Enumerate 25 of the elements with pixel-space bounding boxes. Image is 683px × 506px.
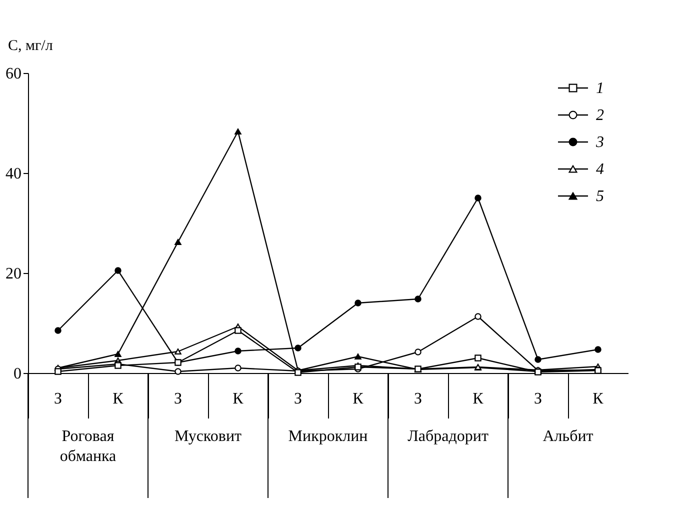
text: Мусковит [174, 428, 242, 445]
x-tick-label: З [414, 390, 422, 408]
text: Альбит [542, 428, 594, 445]
x-tick-label: З [534, 390, 542, 408]
y-axis-title: C, мг/л [8, 38, 54, 54]
x-tick-label: З [294, 390, 302, 408]
legend-label: 3 [595, 134, 604, 151]
legend-label: 2 [596, 107, 604, 124]
x-tick-label: З [174, 390, 182, 408]
text: Роговая обманка [60, 428, 116, 465]
text: Микроклин [288, 428, 368, 445]
y-tick-label: 60 [6, 66, 22, 82]
x-tick-label: К [592, 390, 604, 408]
x-tick-label: К [352, 390, 364, 408]
text: Лабрадорит [408, 428, 488, 445]
y-tick-label: 20 [6, 266, 22, 282]
x-tick-label: К [472, 390, 484, 408]
x-tick-label: З [54, 390, 62, 408]
x-tick-label: К [112, 390, 124, 408]
y-tick-label: 0 [14, 366, 22, 382]
legend-label: 5 [596, 188, 604, 205]
legend-label: 1 [596, 80, 604, 97]
x-tick-label: К [232, 390, 244, 408]
y-tick-label: 40 [6, 166, 22, 182]
legend-label: 4 [596, 161, 604, 178]
